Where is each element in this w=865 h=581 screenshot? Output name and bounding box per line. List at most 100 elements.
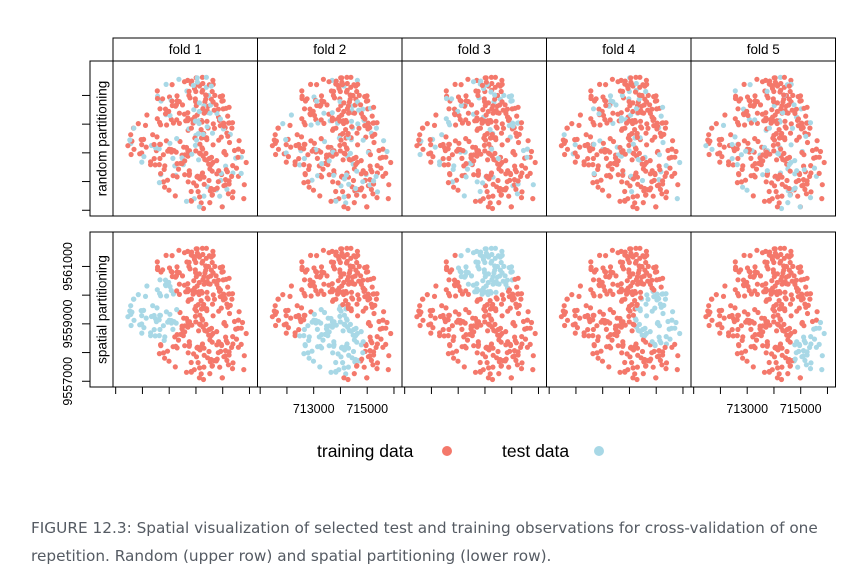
training-point bbox=[449, 323, 455, 329]
test-point bbox=[127, 137, 133, 143]
training-point bbox=[784, 326, 790, 333]
training-point bbox=[288, 144, 294, 150]
training-point bbox=[500, 125, 507, 131]
training-point bbox=[229, 366, 236, 372]
training-point bbox=[520, 318, 527, 325]
training-point bbox=[453, 122, 459, 128]
training-point bbox=[817, 148, 824, 155]
training-point bbox=[463, 93, 469, 99]
test-point bbox=[649, 339, 655, 345]
training-point bbox=[752, 161, 758, 167]
training-point bbox=[475, 92, 481, 99]
training-point bbox=[774, 279, 780, 286]
training-point bbox=[320, 166, 326, 172]
training-point bbox=[428, 159, 434, 165]
training-point bbox=[641, 110, 647, 116]
training-point bbox=[642, 83, 648, 89]
training-point bbox=[793, 106, 800, 112]
test-point bbox=[636, 96, 642, 102]
training-point bbox=[376, 318, 382, 325]
training-point bbox=[456, 112, 462, 119]
training-point bbox=[192, 289, 198, 295]
training-point bbox=[795, 116, 802, 122]
training-point bbox=[787, 88, 793, 95]
training-point bbox=[285, 325, 291, 331]
training-point bbox=[770, 118, 777, 124]
training-point bbox=[486, 194, 492, 200]
test-point bbox=[343, 200, 349, 206]
training-point bbox=[311, 112, 318, 119]
training-point bbox=[634, 376, 640, 383]
training-point bbox=[619, 350, 625, 356]
test-point bbox=[488, 89, 494, 95]
training-point bbox=[201, 181, 207, 187]
training-point bbox=[388, 330, 394, 337]
training-point bbox=[225, 191, 231, 197]
row-label-2: spatial partitioning bbox=[95, 255, 110, 364]
training-point bbox=[196, 328, 202, 334]
training-point bbox=[633, 251, 639, 258]
training-point bbox=[354, 192, 360, 198]
test-point bbox=[417, 151, 423, 158]
training-point bbox=[572, 330, 578, 336]
training-point bbox=[485, 375, 491, 381]
training-point bbox=[572, 159, 578, 165]
test-point bbox=[343, 172, 349, 178]
training-point bbox=[314, 269, 320, 275]
y-tick-label: 9557000 bbox=[61, 357, 75, 406]
training-point bbox=[226, 104, 232, 110]
test-point bbox=[591, 141, 597, 147]
training-point bbox=[752, 174, 758, 180]
test-point bbox=[458, 273, 464, 280]
test-point bbox=[747, 82, 753, 88]
training-point bbox=[471, 172, 477, 178]
training-point bbox=[340, 131, 346, 137]
training-point bbox=[767, 322, 773, 328]
training-point bbox=[174, 269, 180, 275]
training-point bbox=[431, 293, 438, 299]
training-point bbox=[600, 283, 607, 290]
training-point bbox=[634, 364, 641, 370]
training-point bbox=[496, 371, 502, 377]
test-point bbox=[333, 322, 339, 328]
training-point bbox=[367, 152, 373, 158]
training-point bbox=[229, 291, 236, 297]
training-point bbox=[209, 168, 215, 174]
training-point bbox=[239, 148, 246, 155]
training-point bbox=[581, 330, 587, 336]
training-point bbox=[558, 143, 565, 149]
training-point bbox=[378, 336, 384, 342]
training-point bbox=[572, 313, 578, 319]
training-point bbox=[485, 100, 491, 106]
training-point bbox=[590, 326, 597, 333]
training-point bbox=[455, 358, 461, 364]
training-point bbox=[356, 263, 362, 269]
training-point bbox=[770, 142, 777, 148]
training-point bbox=[607, 136, 613, 142]
training-point bbox=[788, 77, 794, 83]
test-point bbox=[610, 120, 616, 126]
training-point bbox=[371, 310, 377, 317]
test-point bbox=[458, 253, 464, 259]
training-point bbox=[807, 291, 814, 297]
training-point bbox=[331, 168, 337, 174]
training-point bbox=[374, 291, 380, 297]
training-point bbox=[753, 337, 760, 343]
training-point bbox=[344, 245, 350, 251]
training-point bbox=[195, 302, 201, 308]
test-point bbox=[474, 281, 480, 287]
training-point bbox=[344, 80, 350, 87]
test-point bbox=[141, 325, 147, 331]
training-point bbox=[561, 303, 567, 309]
training-point bbox=[726, 330, 732, 336]
training-point bbox=[474, 118, 480, 124]
training-point bbox=[771, 137, 778, 143]
training-point bbox=[644, 142, 650, 148]
training-point bbox=[630, 176, 637, 182]
training-point bbox=[720, 293, 727, 299]
training-point bbox=[212, 263, 218, 269]
test-point bbox=[207, 110, 213, 116]
training-point bbox=[318, 136, 324, 142]
training-point bbox=[774, 328, 780, 334]
test-point bbox=[330, 350, 336, 356]
